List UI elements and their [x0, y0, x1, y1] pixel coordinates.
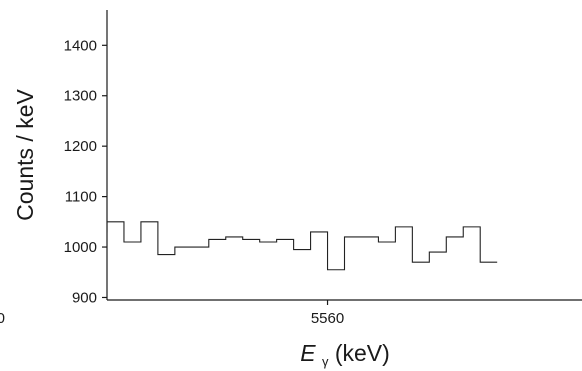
x-tick-label: 5540 [0, 310, 5, 327]
y-tick-label: 1400 [64, 37, 97, 54]
ticks: 5460548055005520554055609001000110012001… [0, 37, 344, 327]
spectrum-series [107, 221, 498, 271]
y-tick-label: 900 [72, 289, 97, 306]
x-tick-label: 5560 [311, 310, 344, 327]
x-axis-unit: (keV) [335, 340, 390, 366]
axes [106, 10, 582, 301]
x-axis-symbol: E [300, 340, 316, 366]
y-axis-label: Counts / keV [12, 89, 38, 221]
x-axis-subscript: γ [322, 354, 329, 369]
y-tick-label: 1200 [64, 138, 97, 155]
plot-area [107, 221, 498, 271]
y-tick-label: 1100 [65, 189, 97, 206]
y-tick-label: 1300 [64, 88, 97, 105]
x-axis-label: E γ (keV) [300, 340, 390, 371]
y-tick-label: 1000 [64, 239, 97, 256]
